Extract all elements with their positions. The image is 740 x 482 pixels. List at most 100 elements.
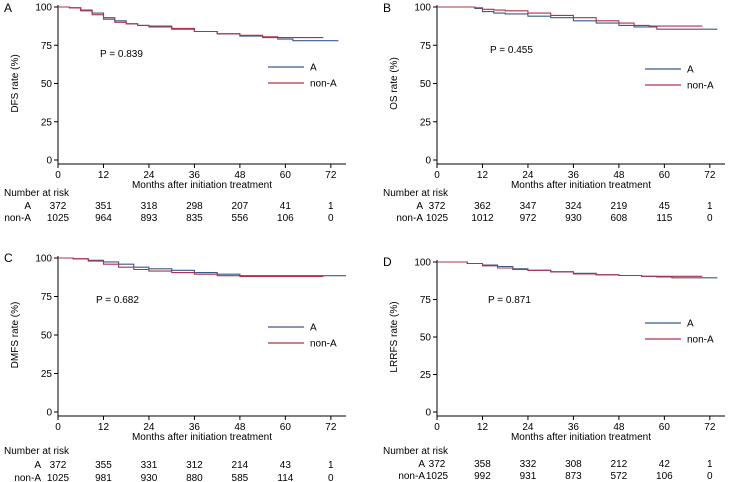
risk-cell: 114 (277, 473, 293, 482)
y-tick-label: 75 (420, 295, 432, 306)
risk-cell: 608 (611, 213, 628, 224)
risk-cell: 298 (186, 201, 203, 212)
risk-cell: 1025 (426, 213, 449, 224)
y-tick-label: 100 (35, 254, 52, 265)
panel-letter: D (383, 255, 392, 269)
x-axis-label: Months after initiation treatment (132, 180, 272, 191)
x-tick-label: 48 (234, 422, 246, 433)
risk-cell: 347 (520, 201, 537, 212)
risk-cell: 214 (232, 460, 249, 471)
risk-cell: 930 (141, 473, 158, 482)
risk-cell: 1 (707, 201, 713, 212)
x-tick-label: 36 (568, 422, 580, 433)
legend-label-a: A (310, 323, 317, 334)
x-tick-label: 48 (613, 170, 625, 181)
y-tick-label: 100 (414, 3, 431, 14)
risk-cell: 931 (520, 471, 537, 482)
risk-cell: 0 (328, 213, 334, 224)
legend-label-non-a: non-A (687, 81, 714, 92)
risk-cell: 45 (659, 201, 671, 212)
x-tick-label: 0 (55, 422, 61, 433)
x-tick-label: 72 (704, 422, 716, 433)
y-tick-label: 75 (420, 41, 432, 52)
x-tick-label: 24 (143, 422, 155, 433)
km-curve-a (437, 261, 718, 279)
x-tick-label: 12 (98, 422, 110, 433)
risk-row-label-a: A (418, 459, 425, 470)
y-tick-label: 50 (420, 333, 432, 344)
y-tick-label: 50 (41, 79, 53, 90)
x-tick-label: 24 (522, 422, 534, 433)
x-tick-label: 72 (325, 422, 337, 433)
risk-cell: 362 (474, 201, 491, 212)
risk-cell: 1025 (47, 213, 70, 224)
y-tick-label: 25 (420, 370, 432, 381)
risk-cell: 219 (611, 201, 628, 212)
x-tick-label: 36 (189, 170, 201, 181)
panel-d: D 0 25 50 75 100 0 12 24 36 48 60 72 Months after ini… (383, 255, 725, 482)
x-axis-label: Months after initiation treatment (511, 180, 651, 191)
risk-cell: 972 (520, 213, 537, 224)
x-tick-label: 12 (477, 170, 489, 181)
y-tick-label: 100 (414, 258, 431, 269)
risk-cell: 41 (280, 201, 292, 212)
risk-cell: 355 (95, 460, 112, 471)
p-value: P = 0.682 (96, 295, 139, 306)
x-tick-label: 0 (434, 422, 440, 433)
risk-cell: 0 (707, 213, 713, 224)
x-tick-label: 24 (143, 170, 155, 181)
y-tick-label: 25 (41, 117, 53, 128)
y-axis-label: DFS rate (%) (10, 54, 21, 112)
risk-cell: 0 (707, 471, 713, 482)
y-tick-label: 0 (46, 156, 52, 167)
risk-row-label-a: A (34, 460, 41, 471)
x-tick-label: 24 (522, 170, 534, 181)
x-tick-label: 72 (704, 170, 716, 181)
y-axis-label: OS rate (%) (389, 57, 400, 110)
legend-label-a: A (687, 319, 694, 330)
risk-cell: 1025 (47, 473, 70, 482)
risk-cell: 992 (474, 471, 491, 482)
y-axis-label: LRRFS rate (%) (389, 301, 400, 372)
risk-row-label-non-a: non-A (14, 473, 41, 482)
x-tick-label: 12 (98, 170, 110, 181)
y-tick-label: 50 (41, 331, 53, 342)
risk-cell: 1 (328, 460, 334, 471)
risk-row-label-non-a: non-A (398, 471, 425, 482)
risk-cell: 585 (232, 473, 249, 482)
y-tick-label: 75 (41, 41, 53, 52)
y-tick-label: 0 (46, 408, 52, 419)
risk-cell: 212 (611, 459, 628, 470)
risk-cell: 106 (277, 213, 294, 224)
risk-cell: 372 (429, 459, 446, 470)
x-tick-label: 72 (325, 170, 337, 181)
x-tick-label: 0 (55, 170, 61, 181)
risk-cell: 43 (280, 460, 292, 471)
y-tick-label: 0 (425, 408, 431, 419)
risk-row-label-a: A (24, 201, 31, 212)
x-tick-label: 36 (568, 170, 580, 181)
risk-cell: 106 (656, 471, 673, 482)
y-tick-label: 25 (41, 369, 53, 380)
x-tick-label: 12 (477, 422, 489, 433)
p-value: P = 0.839 (100, 49, 143, 60)
risk-cell: 835 (186, 213, 203, 224)
panel-letter: B (383, 1, 391, 15)
risk-cell: 42 (659, 459, 671, 470)
risk-cell: 351 (95, 201, 112, 212)
risk-cell: 930 (565, 213, 582, 224)
risk-cell: 1 (707, 459, 713, 470)
y-tick-label: 75 (41, 292, 53, 303)
y-tick-label: 25 (420, 117, 432, 128)
panel-letter: C (4, 251, 13, 265)
risk-table-header: Number at risk (4, 446, 70, 457)
panel-letter: A (4, 1, 12, 15)
risk-cell: 0 (328, 473, 334, 482)
risk-cell: 981 (95, 473, 112, 482)
risk-row-label-non-a: non-A (396, 213, 423, 224)
risk-cell: 318 (141, 201, 158, 212)
y-axis-label: DMFS rate (%) (10, 302, 21, 369)
risk-cell: 372 (50, 460, 67, 471)
y-tick-label: 0 (425, 156, 431, 167)
